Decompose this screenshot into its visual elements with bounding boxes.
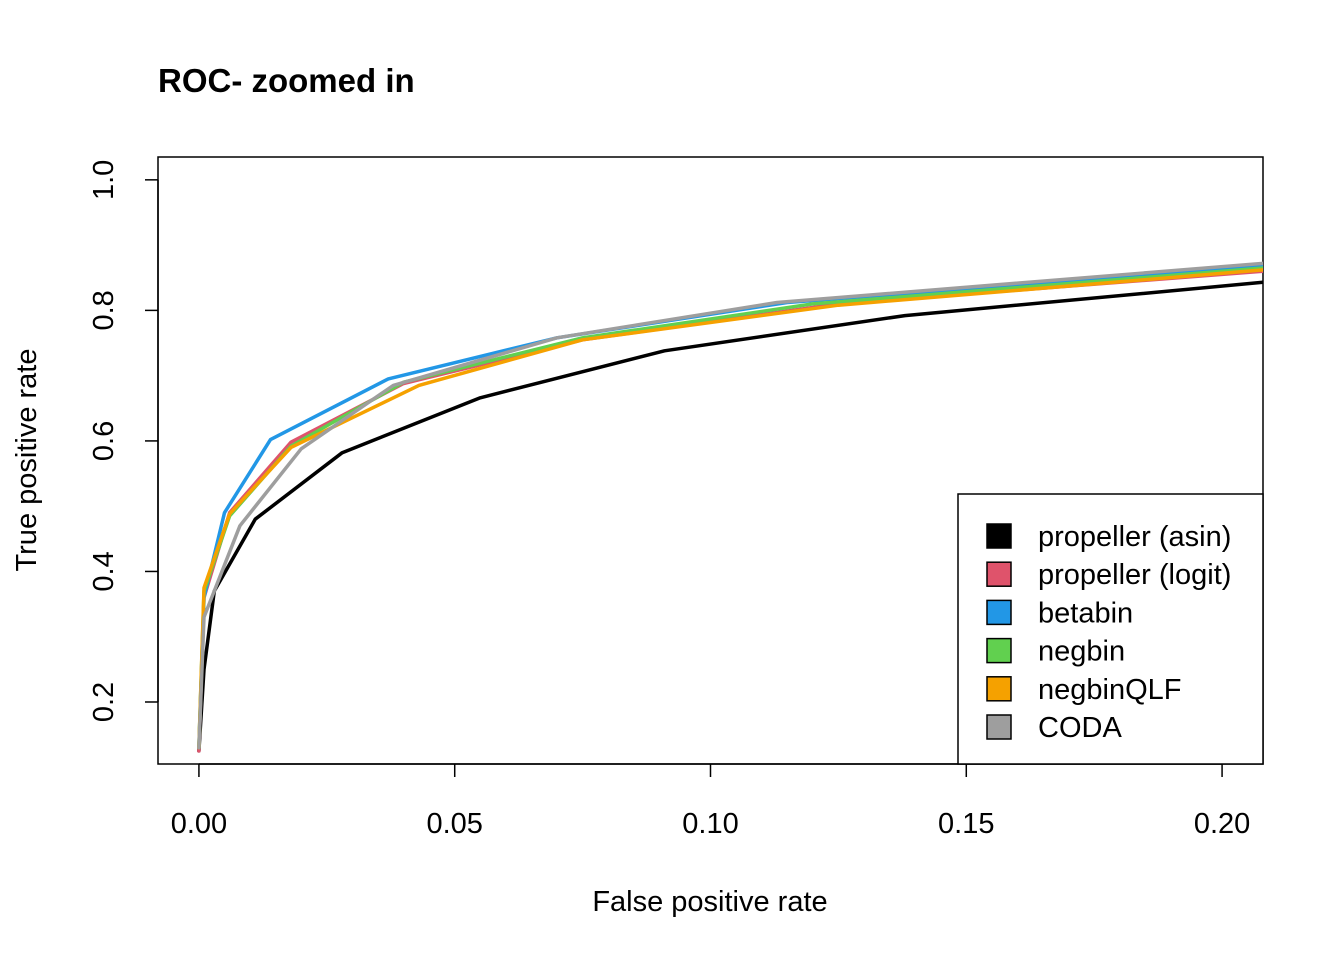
- legend-label-betabin: betabin: [1038, 597, 1133, 629]
- x-tick-label: 0.15: [938, 808, 994, 840]
- legend-swatch-propeller-logit: [986, 561, 1012, 587]
- legend-label-propeller-asin: propeller (asin): [1038, 521, 1231, 553]
- legend-swatch-betabin: [986, 599, 1012, 626]
- legend-label-negbin: negbin: [1038, 636, 1125, 668]
- x-axis: 0.00 0.05 0.10 0.15 0.20: [171, 763, 1250, 840]
- y-axis-label: True positive rate: [11, 349, 43, 572]
- x-tick-label: 0.20: [1194, 808, 1250, 840]
- y-tick-label: 0.2: [88, 682, 120, 722]
- x-axis-label: False positive rate: [592, 886, 827, 918]
- chart-title: ROC- zoomed in: [158, 62, 415, 99]
- y-tick-label: 0.6: [88, 421, 120, 461]
- y-tick-label: 0.8: [88, 290, 120, 330]
- x-tick-label: 0.10: [682, 808, 738, 840]
- y-tick-label: 0.4: [88, 551, 120, 591]
- legend-swatch-coda: [986, 714, 1012, 740]
- series-line-propeller-asin: [197, 280, 1263, 753]
- y-axis: 0.2 0.4 0.6 0.8 1.0: [88, 160, 159, 722]
- legend-swatch-negbin: [986, 637, 1012, 664]
- legend-label-propeller-logit: propeller (logit): [1038, 559, 1231, 591]
- legend-swatch-negbinqlf: [986, 676, 1012, 702]
- x-tick-label: 0.05: [426, 808, 482, 840]
- series-lines: [197, 261, 1263, 753]
- series-line-coda: [197, 261, 1263, 750]
- legend: propeller (asin) propeller (logit) betabin…: [957, 493, 1264, 765]
- legend-label-coda: CODA: [1038, 712, 1122, 744]
- x-tick-label: 0.00: [171, 808, 227, 840]
- y-tick-label: 1.0: [88, 160, 120, 200]
- legend-label-negbinqlf: negbinQLF: [1038, 674, 1182, 706]
- series-line-negbinqlf: [197, 268, 1263, 750]
- legend-swatch-propeller-asin: [986, 523, 1012, 549]
